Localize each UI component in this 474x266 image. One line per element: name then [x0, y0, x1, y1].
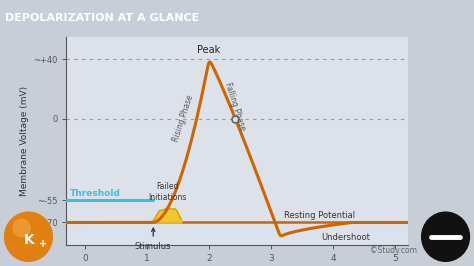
Text: Resting Potential: Resting Potential [283, 210, 355, 219]
X-axis label: Time (ms): Time (ms) [212, 265, 262, 266]
Text: Undershoot: Undershoot [321, 233, 370, 242]
Text: Stimulus: Stimulus [135, 228, 172, 251]
Text: K: K [24, 233, 35, 247]
Text: ©Study.com: ©Study.com [370, 246, 417, 255]
Text: Falling Phase: Falling Phase [223, 82, 247, 132]
Text: DEPOLARIZATION AT A GLANCE: DEPOLARIZATION AT A GLANCE [5, 13, 199, 23]
Y-axis label: Membrane Voltage (mV): Membrane Voltage (mV) [20, 86, 29, 196]
Circle shape [422, 212, 469, 261]
Text: Rising Phase: Rising Phase [171, 94, 195, 143]
Text: Failed
Initiations: Failed Initiations [148, 182, 187, 202]
Text: Peak: Peak [198, 45, 221, 55]
Circle shape [5, 212, 52, 261]
Text: +: + [39, 239, 47, 249]
Circle shape [13, 219, 30, 237]
Text: Threshold: Threshold [70, 189, 120, 198]
